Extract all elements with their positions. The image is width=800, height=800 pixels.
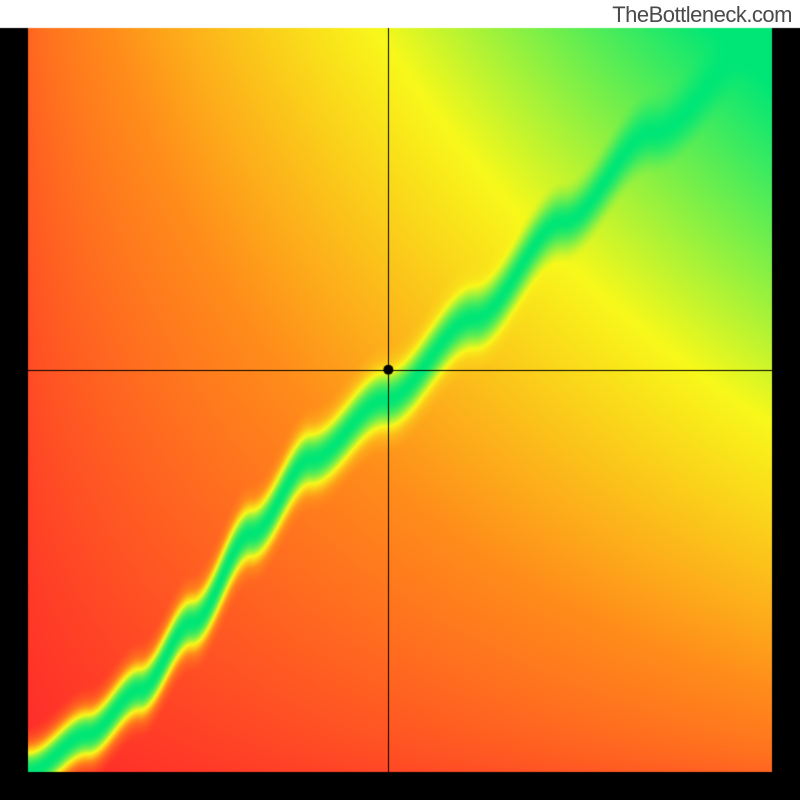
attribution-text: TheBottleneck.com [612, 2, 792, 28]
heatmap-canvas [0, 0, 800, 800]
chart-container: TheBottleneck.com [0, 0, 800, 800]
